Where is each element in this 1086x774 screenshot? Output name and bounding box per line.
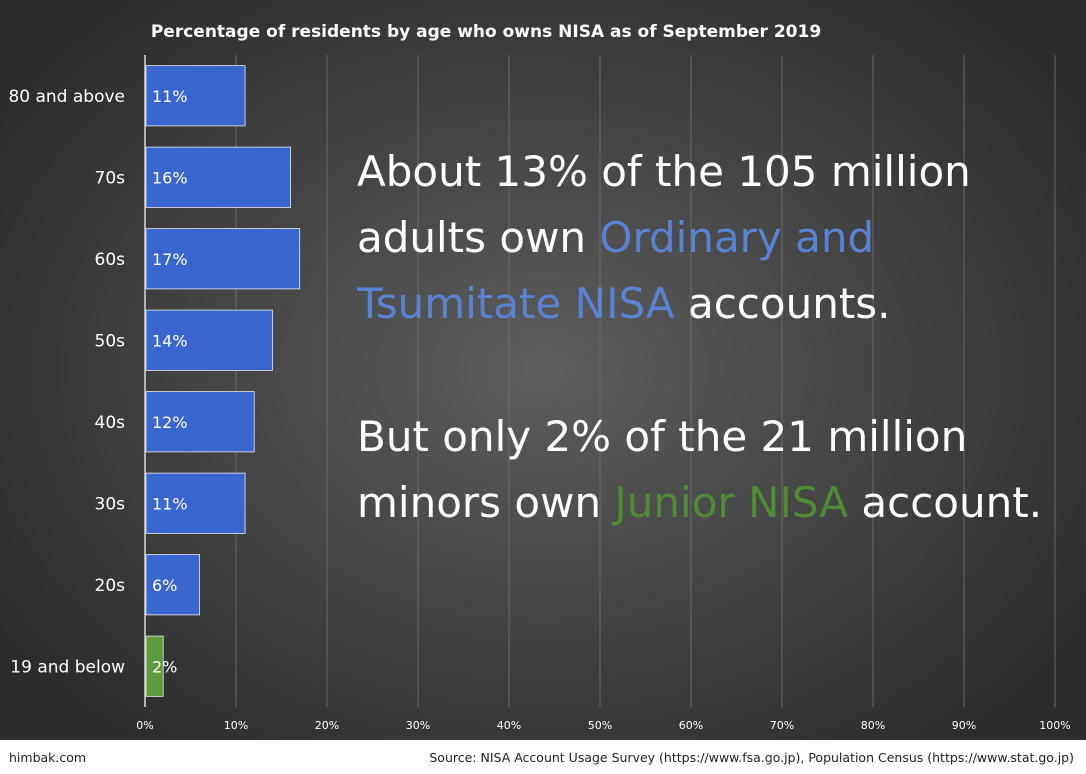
category-label: 60s bbox=[95, 250, 126, 270]
chart-title: Percentage of residents by age who owns … bbox=[151, 22, 821, 42]
x-tick-label: 30% bbox=[406, 719, 430, 732]
x-tick-label: 40% bbox=[497, 719, 521, 732]
x-tick-label: 70% bbox=[770, 719, 794, 732]
adults-callout: About 13% of the 105 million adults own … bbox=[357, 139, 1077, 337]
bar bbox=[145, 554, 200, 616]
x-tick-label: 10% bbox=[224, 719, 248, 732]
category-label: 20s bbox=[95, 576, 126, 596]
source-note: Source: NISA Account Usage Survey (https… bbox=[429, 750, 1074, 765]
bar bbox=[145, 472, 246, 534]
data-label: 14% bbox=[152, 331, 188, 350]
category-label: 80 and above bbox=[8, 87, 125, 107]
data-label: 16% bbox=[152, 168, 188, 187]
data-label: 2% bbox=[152, 657, 177, 676]
data-label: 11% bbox=[152, 494, 188, 513]
category-labels: 80 and above 70s 60s 50s 40s 30s 20s 19 and bel… bbox=[8, 87, 125, 678]
bar bbox=[145, 309, 273, 371]
x-tick-label: 20% bbox=[315, 719, 339, 732]
x-tick-label: 80% bbox=[861, 719, 885, 732]
x-tick-label: 100% bbox=[1039, 719, 1070, 732]
bar bbox=[145, 65, 246, 127]
bars bbox=[145, 65, 301, 697]
category-label: 19 and below bbox=[10, 657, 125, 677]
data-label: 11% bbox=[152, 87, 188, 106]
bar bbox=[145, 146, 292, 208]
chart-canvas: Percentage of residents by age who owns … bbox=[0, 0, 1086, 740]
minors-callout-highlight: Junior NISA bbox=[614, 478, 849, 527]
data-labels: 11% 16% 17% 14% 12% 11% 6% 2% bbox=[152, 87, 188, 677]
adults-callout-text-2: accounts. bbox=[674, 279, 891, 328]
data-label: 17% bbox=[152, 250, 188, 269]
minors-callout: But only 2% of the 21 million minors own… bbox=[357, 404, 1077, 536]
bar bbox=[145, 228, 301, 290]
data-label: 12% bbox=[152, 413, 188, 432]
footer: himbak.com Source: NISA Account Usage Su… bbox=[0, 740, 1086, 774]
bar bbox=[145, 635, 164, 697]
x-tick-label: 60% bbox=[679, 719, 703, 732]
minors-callout-text-2: account. bbox=[848, 478, 1043, 527]
bar bbox=[145, 391, 255, 453]
x-tick-label: 50% bbox=[588, 719, 612, 732]
category-label: 50s bbox=[95, 331, 126, 351]
data-label: 6% bbox=[152, 576, 177, 595]
gridlines bbox=[144, 55, 1056, 707]
category-label: 30s bbox=[95, 494, 126, 514]
x-tick-label: 90% bbox=[952, 719, 976, 732]
adults-callout-text-1: About 13% of the 105 million adults own bbox=[357, 147, 971, 262]
bar-chart: Percentage of residents by age who owns … bbox=[8, 22, 1070, 732]
minors-callout-text-1: But only 2% of the 21 million minors own bbox=[357, 412, 968, 527]
x-axis-ticks: 0% 10% 20% 30% 40% 50% 60% 70% 80% 90% 100% bbox=[136, 719, 1070, 732]
site-name: himbak.com bbox=[9, 750, 87, 765]
category-label: 70s bbox=[95, 168, 126, 188]
x-tick-label: 0% bbox=[136, 719, 153, 732]
category-label: 40s bbox=[95, 413, 126, 433]
adults-callout-highlight: Ordinary and Tsumitate NISA bbox=[357, 213, 875, 328]
